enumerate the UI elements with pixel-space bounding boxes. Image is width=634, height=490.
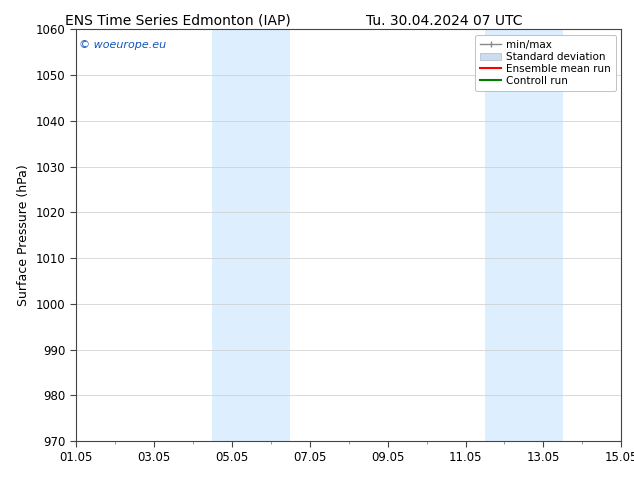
Bar (485, 29, 563, 441)
Text: © woeurope.eu: © woeurope.eu (79, 40, 166, 49)
Text: ENS Time Series Edmonton (IAP): ENS Time Series Edmonton (IAP) (65, 14, 290, 28)
Bar (212, 29, 290, 441)
Legend: min/max, Standard deviation, Ensemble mean run, Controll run: min/max, Standard deviation, Ensemble me… (475, 35, 616, 91)
Text: Tu. 30.04.2024 07 UTC: Tu. 30.04.2024 07 UTC (366, 14, 522, 28)
Y-axis label: Surface Pressure (hPa): Surface Pressure (hPa) (17, 164, 30, 306)
